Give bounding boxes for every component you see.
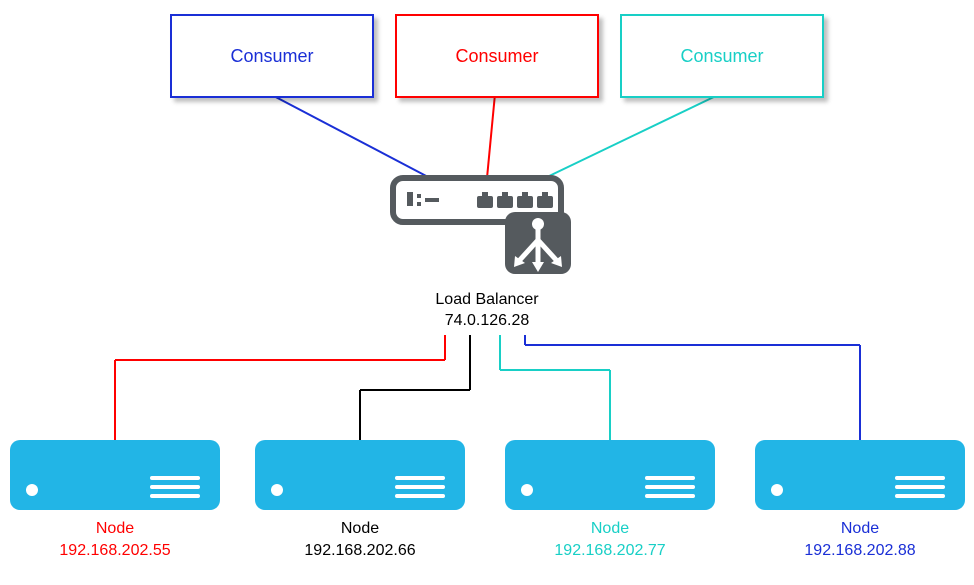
node-title: Node	[10, 518, 220, 540]
node-label: Node 192.168.202.55	[10, 518, 220, 561]
server-vent-icon	[895, 471, 945, 498]
consumer-box: Consumer	[620, 14, 824, 98]
server-vent-icon	[395, 471, 445, 498]
node-ip: 192.168.202.77	[505, 540, 715, 562]
consumer-box: Consumer	[170, 14, 374, 98]
consumer-label: Consumer	[455, 46, 538, 67]
node-label: Node 192.168.202.88	[755, 518, 965, 561]
load-balancer-icon	[387, 170, 587, 280]
node-title: Node	[755, 518, 965, 540]
consumer-label: Consumer	[680, 46, 763, 67]
node-title: Node	[255, 518, 465, 540]
server-node	[255, 440, 465, 510]
consumer-box: Consumer	[395, 14, 599, 98]
load-balancer-title: Load Balancer	[387, 290, 587, 311]
node-ip: 192.168.202.88	[755, 540, 965, 562]
server-vent-icon	[645, 471, 695, 498]
server-node	[505, 440, 715, 510]
server-node	[10, 440, 220, 510]
node-label: Node 192.168.202.66	[255, 518, 465, 561]
consumer-label: Consumer	[230, 46, 313, 67]
load-balancer-ip: 74.0.126.28	[387, 311, 587, 332]
diagram-stage: { "consumers":[ {"label":"Consumer","tex…	[0, 0, 974, 585]
node-title: Node	[505, 518, 715, 540]
node-ip: 192.168.202.55	[10, 540, 220, 562]
node-ip: 192.168.202.66	[255, 540, 465, 562]
server-vent-icon	[150, 471, 200, 498]
server-node	[755, 440, 965, 510]
load-balancer-label: Load Balancer 74.0.126.28	[387, 290, 587, 332]
node-label: Node 192.168.202.77	[505, 518, 715, 561]
